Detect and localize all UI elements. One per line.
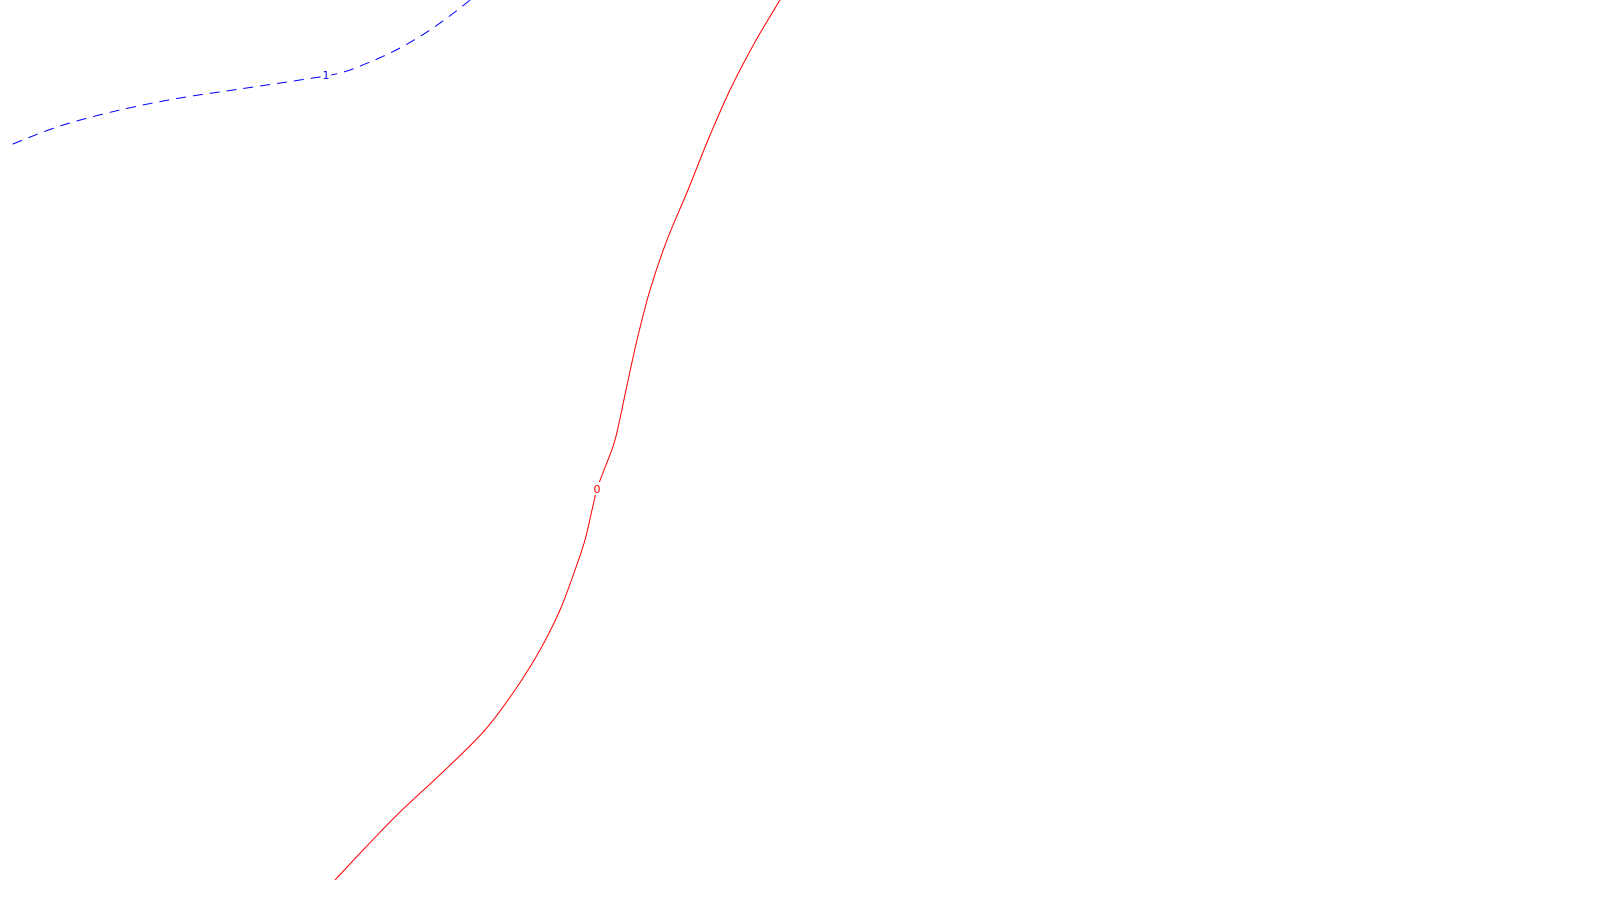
- contour-line-1: [7, 0, 471, 147]
- contour-label-background-0: [592, 482, 602, 495]
- contour-lines: [7, 0, 781, 881]
- contour-label-background-1: [321, 68, 331, 81]
- contour-label-0: 0: [594, 483, 601, 496]
- contour-labels: 01: [321, 68, 602, 496]
- contour-line-0: [334, 0, 781, 881]
- contour-label-1: 1: [323, 69, 330, 82]
